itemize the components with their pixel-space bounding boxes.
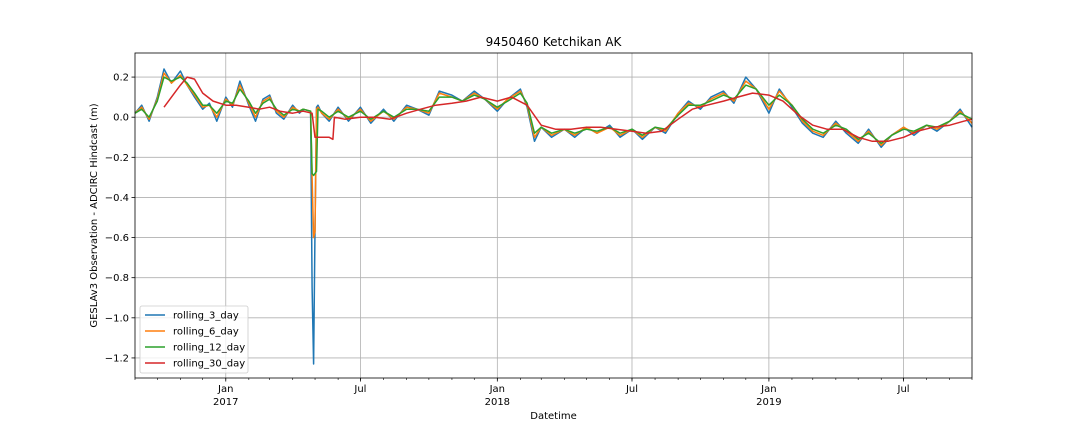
y-tick-label: −0.4 (105, 193, 129, 204)
legend: rolling_3_day rolling_6_day rolling_12_day… (139, 305, 249, 374)
y-tick-label: 0.2 (113, 73, 129, 84)
legend-label: rolling_30_day (173, 359, 245, 370)
y-tick-label: 0.0 (113, 113, 129, 124)
axes: 0.2 0.0 −0.2 −0.4 −0.6 −0.8 −1.0 −1.2 Jan 2017 Jul… (105, 73, 973, 408)
x-tick-label: Jan (489, 384, 505, 395)
y-tick-label: −0.6 (105, 233, 129, 244)
y-tick-label: −1.2 (105, 353, 129, 364)
x-axis-label: Datetime (530, 411, 577, 422)
y-tick-label: −0.8 (105, 273, 129, 284)
series-line-rolling_30_day (163, 76, 973, 143)
x-tick-sublabel: 2019 (756, 397, 781, 408)
x-tick-sublabel: 2017 (213, 397, 238, 408)
x-tick-label: Jan (760, 384, 776, 395)
chart-title: 9450460 Ketchikan AK (486, 35, 623, 49)
x-tick-label: Jul (897, 384, 910, 395)
x-tick-sublabel: 2018 (485, 397, 510, 408)
legend-label: rolling_3_day (173, 311, 239, 322)
y-tick-label: −1.0 (105, 313, 129, 324)
legend-label: rolling_6_day (173, 327, 239, 338)
grid-lines (135, 53, 972, 378)
plot-frame (134, 52, 973, 379)
y-axis-label: GESLAv3 Observation - ADCIRC Hindcast (m… (89, 103, 100, 327)
series-lines (134, 68, 973, 365)
y-tick-label: −0.2 (105, 153, 129, 164)
legend-label: rolling_12_day (173, 343, 245, 354)
legend-box (139, 305, 249, 374)
x-tick-label: Jan (217, 384, 233, 395)
x-tick-label: Jul (353, 384, 366, 395)
x-tick-label: Jul (625, 384, 638, 395)
